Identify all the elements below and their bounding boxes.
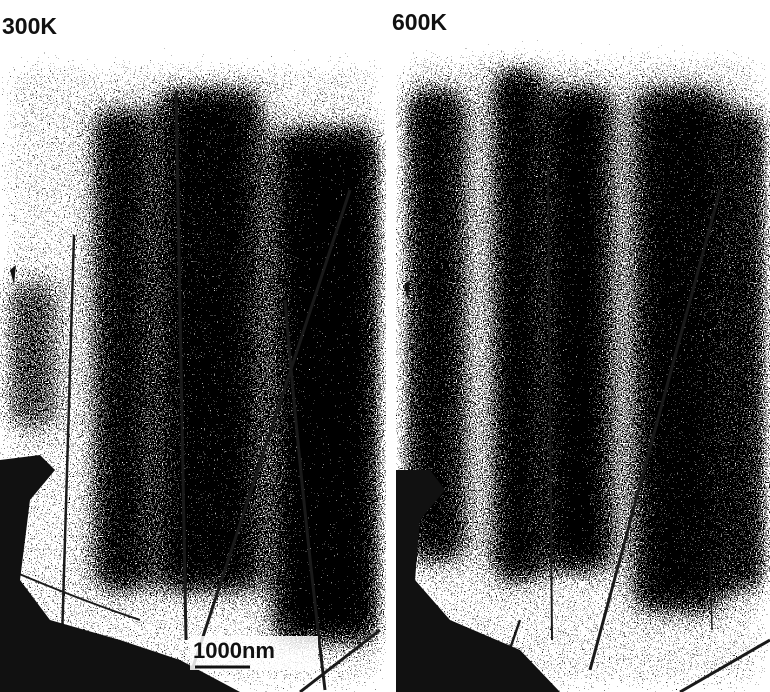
left-panel [0, 60, 386, 692]
page: {"panels": [{"label": "300K"}, {"label":… [0, 0, 770, 692]
scale-bar-label: 1000nm [193, 638, 275, 663]
right-panel [396, 50, 770, 692]
panel-label: 300K [2, 13, 57, 39]
micrograph-figure: 300K 600K [0, 0, 770, 692]
panel-label: 600K [392, 9, 447, 35]
